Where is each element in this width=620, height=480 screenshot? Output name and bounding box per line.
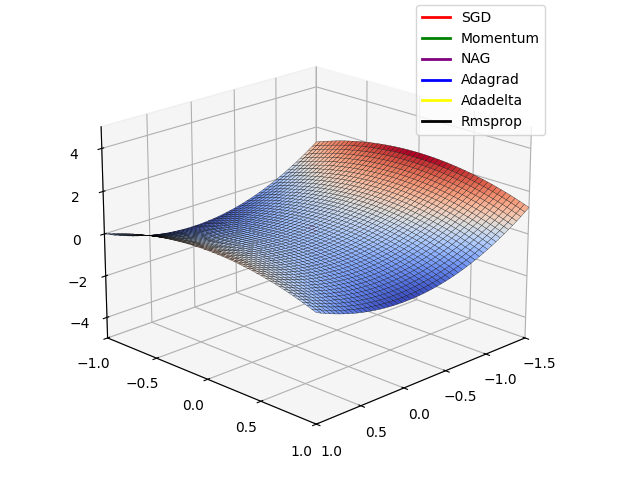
Legend: SGD, Momentum, NAG, Adagrad, Adadelta, Rmsprop: SGD, Momentum, NAG, Adagrad, Adadelta, R… (416, 5, 545, 135)
